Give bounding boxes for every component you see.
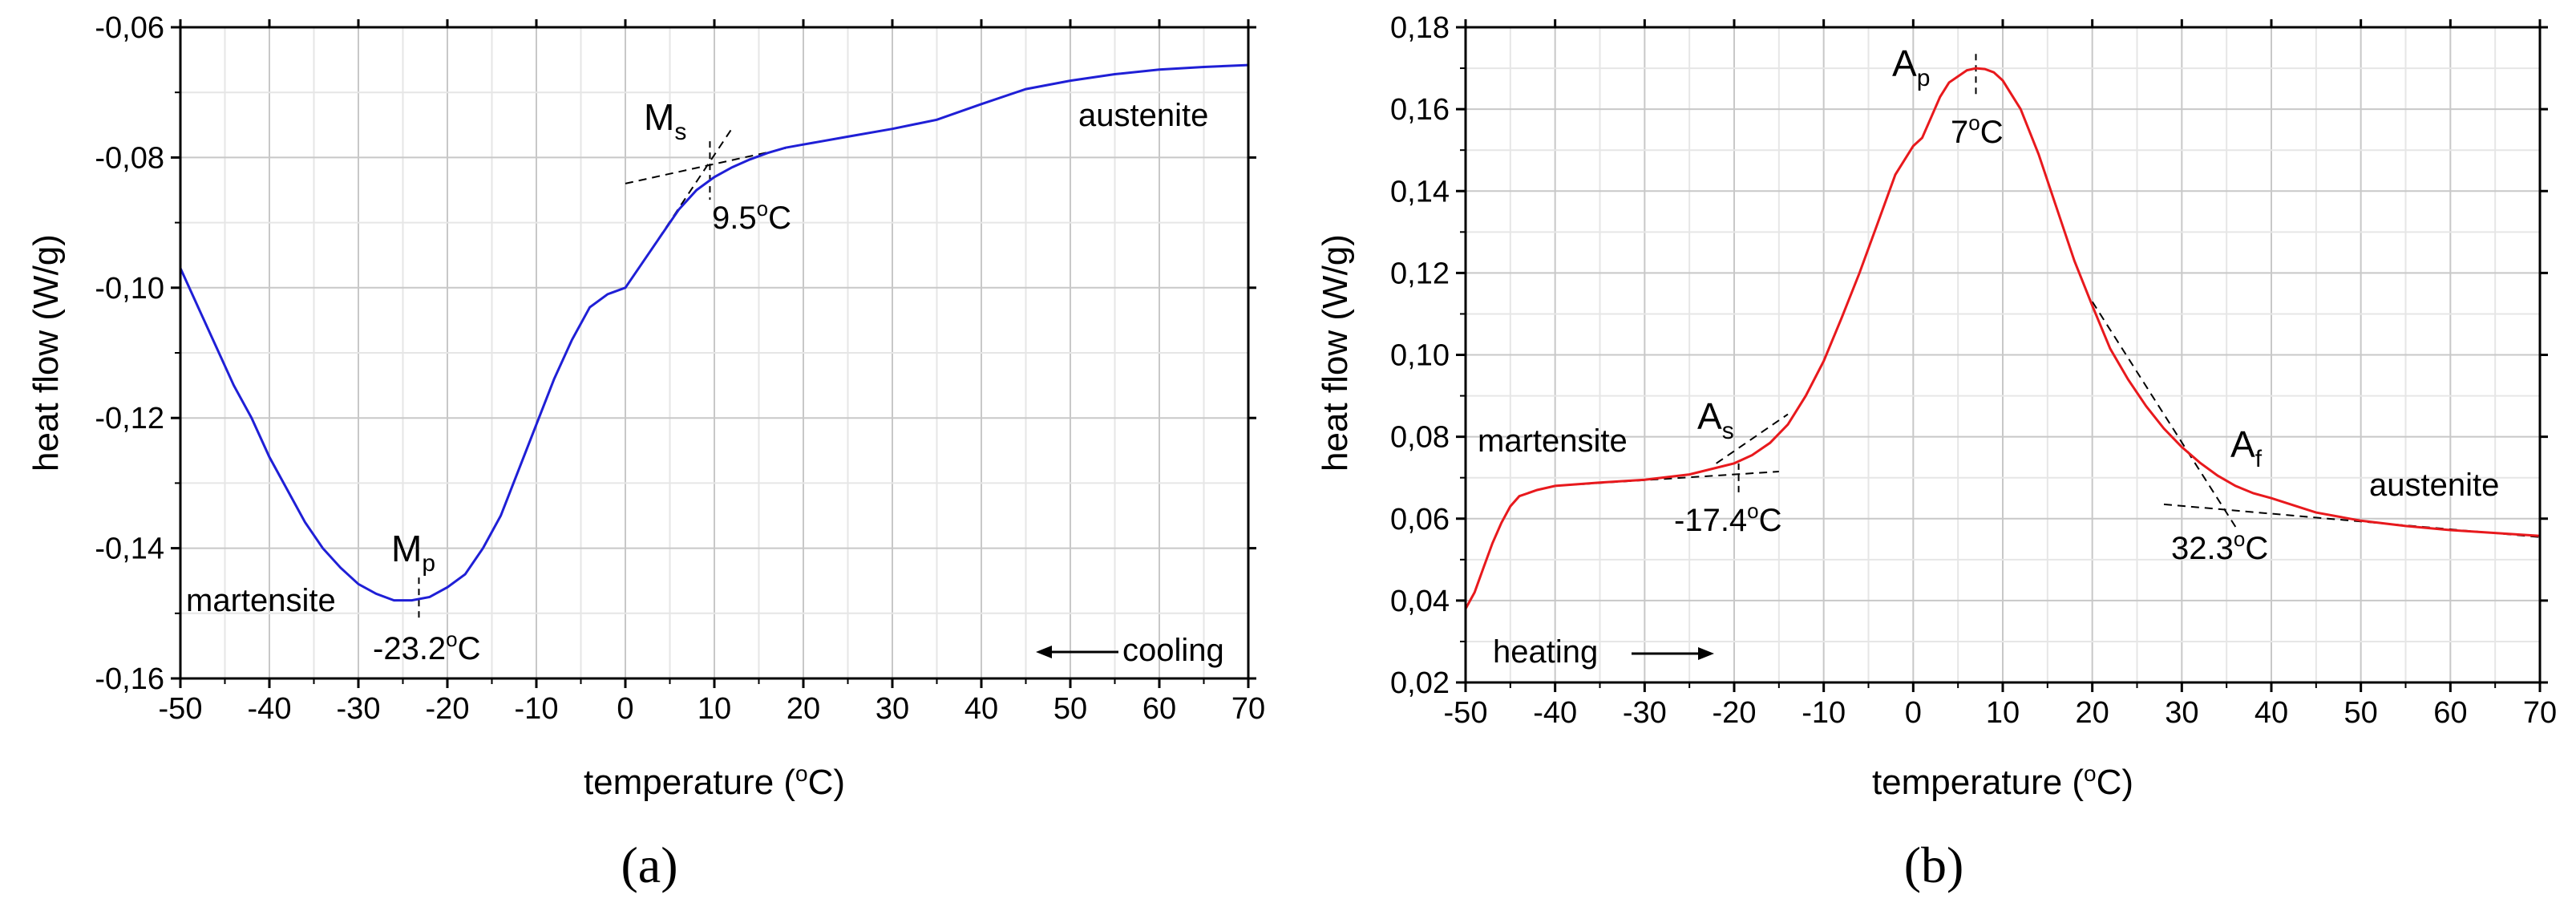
x-tick-label: -50 <box>1444 696 1488 730</box>
panel-a-label: (a) <box>621 836 677 893</box>
panel-b-heat-flow-line <box>1464 67 2541 609</box>
panel-b-austenite-label: austenite <box>2369 468 2499 503</box>
x-tick-label: 60 <box>2433 696 2467 730</box>
panel-a-austenite-label: austenite <box>1078 98 1208 133</box>
panel-a-mp-label: Mp <box>391 528 435 577</box>
x-tick-label: 20 <box>2076 696 2109 730</box>
y-tick-label: -0,16 <box>95 662 164 696</box>
panel-a-mp-temperature: -23.2oC <box>373 627 481 666</box>
tangent-line <box>1555 471 1779 487</box>
x-tick-label: -30 <box>337 692 381 726</box>
x-tick-label: -30 <box>1623 696 1667 730</box>
panel-b-as-label: As <box>1697 395 1734 444</box>
x-tick-label: 10 <box>698 692 731 726</box>
x-tick-label: -10 <box>515 692 559 726</box>
panel-a-ticks: -50 -40 -30 -20 -10 0 10 20 30 40 50 60 70 -0,16 -0,14… <box>95 11 1265 726</box>
panel-b-label: (b) <box>1904 836 1964 893</box>
panel-b-x-axis-title: temperature (oC) <box>1872 761 2133 802</box>
x-tick-label: -10 <box>1802 696 1846 730</box>
y-tick-label: -0,12 <box>95 402 164 435</box>
panel-a-cooling: -50 -40 -30 -20 -10 0 10 20 30 40 50 60 70 -0,16 -0,14… <box>26 11 1265 893</box>
y-tick-label: 0,12 <box>1390 257 1450 290</box>
x-tick-label: -40 <box>1533 696 1577 730</box>
x-tick-label: 30 <box>2165 696 2198 730</box>
x-tick-label: 70 <box>2523 696 2557 730</box>
panel-b-y-axis-title: heat flow (W/g) <box>1316 234 1355 472</box>
panel-b-as-temperature: -17.4oC <box>1674 499 1782 538</box>
y-tick-label: 0,04 <box>1390 585 1450 618</box>
x-tick-label: -50 <box>159 692 203 726</box>
y-tick-label: -0,08 <box>95 141 164 175</box>
x-tick-label: 40 <box>2255 696 2288 730</box>
panel-b-heating-label: heating <box>1493 634 1598 670</box>
x-tick-label: 20 <box>787 692 820 726</box>
x-tick-label: -20 <box>426 692 470 726</box>
panel-a-martensite-label: martensite <box>186 583 336 618</box>
panel-a-y-axis-title: heat flow (W/g) <box>26 234 66 472</box>
y-tick-label: -0,14 <box>95 532 164 566</box>
panel-b-heating-arrow <box>1632 647 1714 660</box>
tangent-line <box>1716 413 1789 464</box>
panel-b-ap-temperature: 7oC <box>1951 111 2004 150</box>
panel-a-ms-temperature: 9.5oC <box>712 196 791 236</box>
panel-a-cooling-label: cooling <box>1122 633 1224 668</box>
x-tick-label: -40 <box>248 692 292 726</box>
tangent-line <box>625 148 787 184</box>
panel-a-ms-label: Ms <box>644 96 686 145</box>
y-tick-label: 0,16 <box>1390 93 1450 127</box>
y-tick-label: 0,02 <box>1390 666 1450 700</box>
panel-a-tangent-lines <box>418 128 787 620</box>
x-tick-label: 10 <box>1986 696 2020 730</box>
x-tick-label: 70 <box>1231 692 1265 726</box>
panel-b-martensite-label: martensite <box>1478 423 1628 459</box>
y-tick-label: 0,10 <box>1390 339 1450 373</box>
panel-b-af-temperature: 32.3oC <box>2171 527 2268 566</box>
x-tick-label: 50 <box>1053 692 1087 726</box>
x-tick-label: 60 <box>1142 692 1176 726</box>
panel-a-cooling-arrow <box>1036 646 1118 658</box>
y-tick-label: 0,06 <box>1390 503 1450 537</box>
panel-b-ticks: -50 -40 -30 -20 -10 0 10 20 30 40 50 60 70 0,02 0,04 0,… <box>1390 11 2557 730</box>
y-tick-label: 0,18 <box>1390 11 1450 45</box>
x-tick-label: 50 <box>2344 696 2378 730</box>
x-tick-label: 0 <box>617 692 633 726</box>
x-tick-label: 40 <box>964 692 998 726</box>
tangent-line <box>2091 301 2237 528</box>
panel-b-af-label: Af <box>2230 423 2263 472</box>
x-tick-label: 0 <box>1905 696 1922 730</box>
x-tick-label: 30 <box>876 692 909 726</box>
y-tick-label: 0,08 <box>1390 421 1450 455</box>
x-tick-label: -20 <box>1713 696 1757 730</box>
panel-b-ap-label: Ap <box>1892 43 1930 91</box>
panel-b-heating: -50 -40 -30 -20 -10 0 10 20 30 40 50 60 70 0,02 0,04 0,… <box>1316 11 2557 893</box>
y-tick-label: -0,10 <box>95 272 164 306</box>
panel-a-heat-flow-line <box>179 63 1249 602</box>
y-tick-label: 0,14 <box>1390 175 1450 209</box>
y-tick-label: -0,06 <box>95 11 164 45</box>
panel-a-x-axis-title: temperature (oC) <box>584 761 845 802</box>
